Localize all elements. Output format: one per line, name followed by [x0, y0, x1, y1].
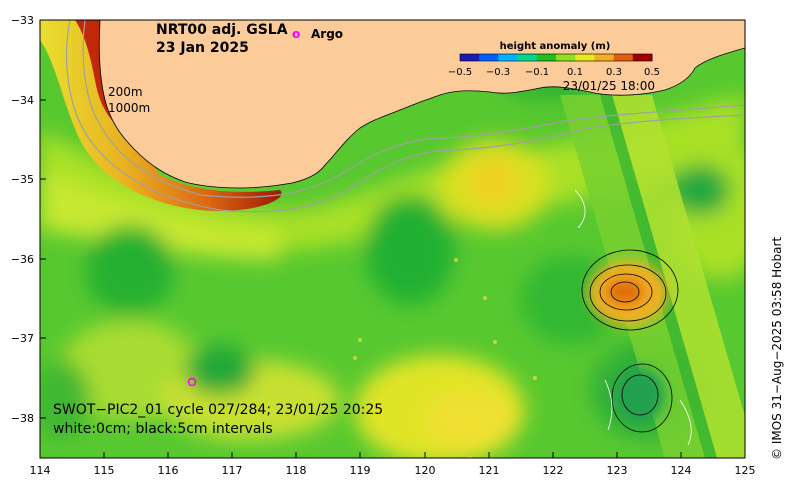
colorbar-cell	[517, 54, 538, 61]
colorbar-cell	[536, 54, 557, 61]
colorbar-cell	[594, 54, 615, 61]
x-tick-label: 119	[350, 464, 371, 477]
x-tick-label: 125	[735, 464, 756, 477]
colorbar-tick: 0.5	[644, 67, 660, 78]
swot-caption-line1: SWOT−PIC2_01 cycle 027/284; 23/01/25 20:…	[53, 402, 383, 418]
y-axis	[40, 19, 46, 419]
colorbar-label: height anomaly (m)	[500, 41, 611, 52]
x-tick-label: 118	[286, 464, 307, 477]
x-tick-label: 117	[222, 464, 243, 477]
x-tick-label: 122	[543, 464, 564, 477]
y-tick-label: −35	[11, 173, 34, 186]
y-tick-label: −33	[11, 14, 34, 27]
observation-dots	[353, 258, 537, 458]
argo-legend-symbol: o	[292, 27, 300, 41]
colorbar-tick: −0.1	[525, 67, 549, 78]
y-tick-label: −34	[11, 94, 34, 107]
swot-caption-line2: white:0cm; black:5cm intervals	[53, 421, 273, 437]
argo-float	[187, 377, 197, 387]
y-tick-label: −38	[11, 412, 34, 425]
swot-pass-time: 23/01/25 18:00	[563, 79, 655, 93]
colorbar-tick: 0.1	[567, 67, 583, 78]
colorbar-tick: −0.3	[486, 67, 510, 78]
colorbar-cell	[460, 54, 480, 61]
land-australia	[99, 20, 745, 188]
product-date: 23 Jan 2025	[156, 40, 249, 56]
x-tick-label: 123	[607, 464, 628, 477]
colorbar-cell	[479, 54, 499, 61]
colorbar-cell	[613, 54, 634, 61]
product-title: NRT00 adj. GSLA	[156, 22, 288, 38]
x-tick-label: 124	[671, 464, 692, 477]
isobath-label-200: 200m	[108, 85, 143, 99]
y-tick-label: −36	[11, 253, 34, 266]
imos-credit: © IMOS 31−Aug−2025 03:58 Hobart	[770, 237, 784, 460]
argo-legend-label: Argo	[311, 27, 343, 41]
colorbar-cell	[632, 54, 653, 61]
x-tick-label: 120	[415, 464, 436, 477]
y-tick-labels: −33 −34 −35 −36 −37 −38	[11, 14, 34, 425]
x-tick-label: 115	[94, 464, 115, 477]
x-tick-label: 114	[30, 464, 51, 477]
colorbar-tick: −0.5	[448, 67, 472, 78]
plot-frame	[39, 19, 746, 459]
colorbar-cell	[575, 54, 595, 61]
colorbar-cell	[556, 54, 576, 61]
coastline	[98, 20, 745, 189]
colorbar-cells	[460, 54, 653, 61]
x-tick-label: 121	[479, 464, 500, 477]
x-tick-label: 116	[158, 464, 179, 477]
x-tick-labels: 114 115 116 117 118 119 120 121 122 123 …	[30, 464, 756, 477]
colorbar-tick: 0.3	[606, 67, 622, 78]
plot-area	[40, 20, 745, 458]
isobath-label-1000: 1000m	[108, 101, 150, 115]
colorbar: height anomaly (m) −0.5 −0.3 −0.1 0.1 0.…	[448, 41, 660, 93]
y-tick-label: −37	[11, 332, 34, 345]
colorbar-cell	[498, 54, 519, 61]
x-axis	[39, 452, 746, 458]
swot-swath	[560, 95, 745, 458]
isobath-lines	[66, 20, 745, 213]
